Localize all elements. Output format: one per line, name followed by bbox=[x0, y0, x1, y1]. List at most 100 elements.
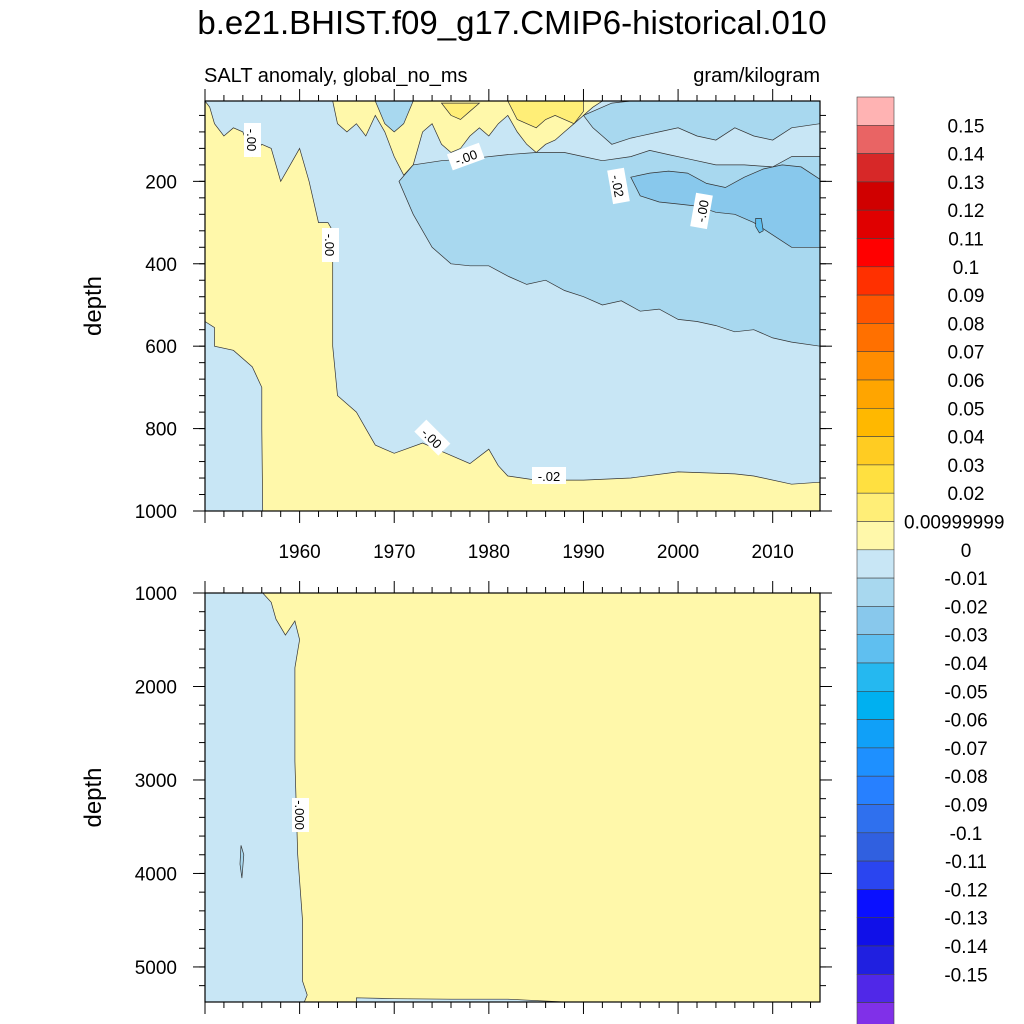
colorbar-box bbox=[856, 351, 895, 381]
contour-region-2 bbox=[239, 845, 245, 879]
y-tick-label: 5000 bbox=[135, 958, 177, 979]
lower-depth-panel: -.000 1000 2000 3000 4000 5000 depth bbox=[80, 581, 832, 1014]
colorbar-box bbox=[856, 606, 895, 636]
contour-label-bg bbox=[292, 798, 309, 832]
x-tick-label: 2010 bbox=[752, 542, 794, 563]
colorbar-box bbox=[856, 238, 895, 268]
contour-label-5: -.02 bbox=[607, 167, 630, 205]
colorbar-box bbox=[856, 125, 895, 154]
colorbar-label: 0.08 bbox=[948, 314, 985, 335]
colorbar-label: 0.03 bbox=[948, 456, 985, 477]
colorbar-label: 0.06 bbox=[948, 371, 985, 392]
colorbar-label: 0.05 bbox=[948, 399, 985, 420]
colorbar-box bbox=[856, 379, 895, 409]
plot-area-lower: -.000 bbox=[205, 593, 820, 1002]
colorbar-box bbox=[856, 96, 895, 126]
colorbar-box bbox=[856, 577, 895, 607]
colorbar-box bbox=[856, 323, 895, 352]
x-tick-label: 1990 bbox=[562, 542, 604, 563]
colorbar-label: 0.14 bbox=[948, 145, 985, 166]
y-tick-label: 1000 bbox=[135, 502, 177, 523]
colorbar-label: 0.04 bbox=[948, 428, 985, 449]
y-axis-title: depth bbox=[80, 276, 107, 336]
contour-region-2 bbox=[374, 101, 414, 133]
contour-label-bg bbox=[244, 123, 261, 157]
colorbar-label: -0.12 bbox=[944, 880, 987, 901]
colorbar-box bbox=[856, 832, 895, 862]
colorbar-box bbox=[856, 1002, 895, 1024]
x-tick-label: 1960 bbox=[278, 542, 320, 563]
contour-label-text: -.00 bbox=[693, 199, 712, 224]
y-tick-label: 800 bbox=[145, 420, 177, 441]
colorbar-box bbox=[856, 634, 895, 664]
y-tick-label: 4000 bbox=[135, 864, 177, 885]
colorbar-label: -0.02 bbox=[944, 597, 987, 618]
colorbar-label: -0.11 bbox=[945, 852, 987, 873]
colorbar-box bbox=[856, 436, 895, 466]
colorbar-box bbox=[856, 294, 895, 324]
colorbar-label: 0.02 bbox=[948, 484, 985, 505]
contour-label-bg bbox=[446, 142, 485, 171]
colorbar-label: -0.03 bbox=[944, 626, 987, 647]
y-tick-label: 3000 bbox=[135, 771, 177, 792]
contour-label-text: -.00 bbox=[244, 129, 259, 151]
contour-label-6: -.00 bbox=[690, 192, 713, 230]
colorbar-label: -0.07 bbox=[944, 739, 987, 760]
colorbar-box bbox=[856, 804, 895, 834]
contour-region-7 bbox=[440, 102, 481, 120]
y-tick-label: 600 bbox=[145, 337, 177, 358]
colorbar-label: 0.09 bbox=[948, 286, 985, 307]
contour-label-bg bbox=[414, 419, 451, 456]
contour-label-text: -.000 bbox=[292, 800, 307, 830]
x-tick-label: 1970 bbox=[373, 542, 415, 563]
colorbar-label: 0.15 bbox=[948, 116, 985, 137]
colorbar-label: -0.1 bbox=[950, 824, 983, 845]
contour-label-0: -.000 bbox=[292, 798, 309, 832]
colorbar-box bbox=[856, 662, 895, 692]
colorbar-box bbox=[856, 464, 895, 494]
contour-label-text: -.02 bbox=[538, 469, 560, 484]
y-axis-lower: 1000 2000 3000 4000 5000 bbox=[135, 584, 832, 987]
contour-region-0 bbox=[205, 593, 308, 1002]
x-axis-upper: 1960 1970 1980 1990 2000 2010 bbox=[204, 89, 812, 563]
colorbar-box bbox=[856, 917, 895, 947]
left-string: SALT anomaly, global_no_ms bbox=[204, 65, 468, 87]
colorbar: 0.15 0.14 0.13 0.12 0.11 0.1 0.09 0.08 0.07 0.06 0… bbox=[856, 96, 1004, 1024]
contour-label-bg bbox=[607, 167, 630, 205]
colorbar-label: 0.1 bbox=[953, 258, 979, 279]
colorbar-box bbox=[856, 973, 895, 1003]
contour-label-text: -.02 bbox=[608, 174, 627, 199]
colorbar-label: 0.11 bbox=[948, 230, 984, 251]
colorbar-label: -0.06 bbox=[944, 711, 987, 732]
contour-label-1: -.00 bbox=[322, 228, 339, 262]
colorbar-label: 0 bbox=[961, 541, 972, 562]
x-tick-label: 2000 bbox=[657, 542, 699, 563]
colorbar-label: -0.08 bbox=[944, 767, 987, 788]
colorbar-box bbox=[856, 549, 895, 579]
right-string: gram/kilogram bbox=[693, 65, 820, 87]
contour-region-8 bbox=[507, 101, 584, 129]
colorbar-box bbox=[856, 181, 895, 211]
colorbar-label: 0.07 bbox=[948, 343, 985, 364]
y-tick-label: 1000 bbox=[135, 584, 177, 605]
colorbar-label: -0.14 bbox=[944, 937, 988, 958]
contour-label-bg bbox=[322, 228, 339, 262]
figure-title: b.e21.BHIST.f09_g17.CMIP6-historical.010 bbox=[197, 4, 826, 41]
contour-region-3 bbox=[582, 101, 820, 145]
colorbar-box bbox=[856, 747, 895, 777]
y-axis-title: depth bbox=[80, 767, 107, 827]
contour-label-0: -.00 bbox=[244, 123, 261, 157]
colorbar-box bbox=[856, 153, 895, 183]
panel-frame bbox=[204, 100, 821, 512]
contour-label-bg bbox=[690, 192, 713, 230]
colorbar-label: -0.01 bbox=[944, 569, 987, 590]
colorbar-box bbox=[856, 775, 895, 805]
contour-region-5 bbox=[630, 164, 820, 248]
colorbar-box bbox=[856, 407, 895, 437]
colorbar-label: 0.00999999 bbox=[904, 513, 1004, 534]
colorbar-box bbox=[856, 690, 895, 720]
colorbar-box bbox=[856, 209, 895, 239]
colorbar-box bbox=[856, 492, 895, 522]
